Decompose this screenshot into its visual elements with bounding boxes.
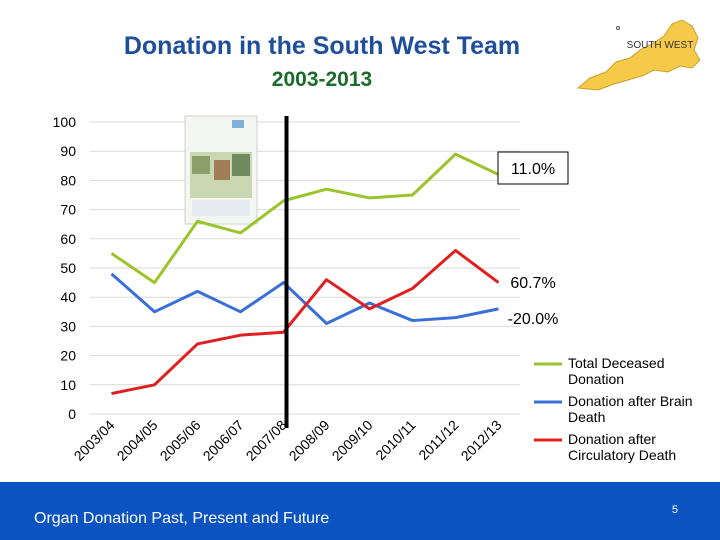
- x-tick-label: 2007/08: [243, 417, 290, 464]
- page-number: 5: [671, 504, 678, 516]
- annotation-label: 60.7%: [510, 275, 555, 292]
- footer-text: Organ Donation Past, Present and Future: [34, 510, 330, 527]
- y-tick-label: 90: [60, 143, 76, 159]
- x-tick-label: 2010/11: [372, 417, 419, 464]
- series-line-3: [111, 248, 500, 396]
- chart-title: Donation in the South West Team: [123, 32, 521, 60]
- y-tick-label: 10: [60, 377, 76, 393]
- chart-subtitle: 2003-2013: [271, 68, 373, 91]
- footer-bar: Organ Donation Past, Present and Future …: [0, 482, 720, 540]
- x-tick-label: 2005/06: [157, 417, 204, 464]
- y-tick-label: 100: [53, 114, 77, 130]
- annotation-label: -20.0%: [508, 311, 559, 328]
- annotation-label: 11.0%: [511, 161, 555, 178]
- x-tick-label: 2012/13: [458, 417, 505, 464]
- y-tick-label: 60: [60, 231, 76, 247]
- y-tick-label: 80: [60, 172, 76, 188]
- map-label: SOUTH WEST: [627, 40, 694, 51]
- series-line-1: [110, 152, 500, 285]
- x-tick-label: 2004/05: [114, 417, 161, 464]
- y-tick-label: 0: [68, 406, 76, 422]
- legend-entry: Total Deceased Donation: [568, 355, 665, 387]
- y-tick-label: 30: [60, 318, 76, 334]
- x-tick-label: 2008/09: [286, 417, 333, 464]
- legend-entry: Donation after Circulatory Death: [568, 431, 676, 463]
- y-tick-label: 40: [60, 289, 76, 305]
- y-tick-label: 20: [60, 348, 76, 364]
- report-thumbnail: [184, 115, 258, 225]
- series-line-2: [110, 272, 499, 325]
- x-tick-label: 2006/07: [200, 417, 247, 464]
- legend-entry: Donation after Brain Death: [568, 393, 693, 425]
- y-tick-label: 70: [60, 202, 76, 218]
- x-tick-label: 2009/10: [329, 417, 376, 464]
- y-tick-label: 50: [60, 260, 76, 276]
- x-tick-label: 2003/04: [71, 417, 118, 464]
- x-tick-label: 2011/12: [415, 417, 462, 464]
- annotation-box: [497, 151, 569, 185]
- south-west-map-icon: SOUTH WEST: [576, 19, 701, 91]
